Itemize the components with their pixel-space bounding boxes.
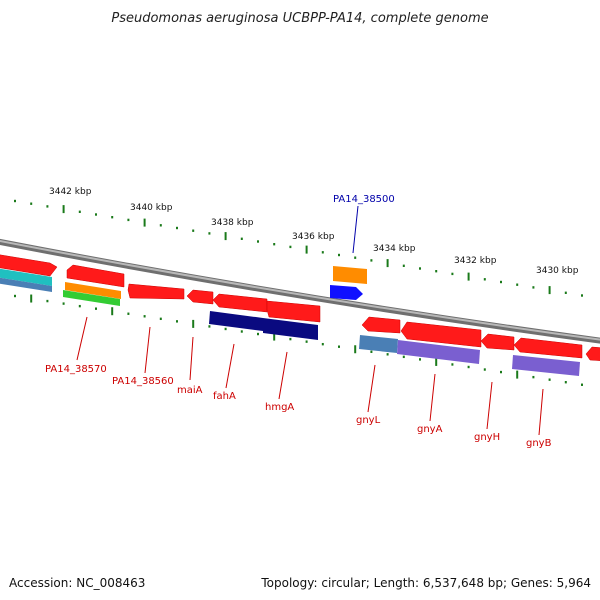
forward-genes (0, 254, 367, 306)
gene-label-gnyA[interactable]: gnyA (417, 424, 443, 435)
gene-label-pa14-38570[interactable]: PA14_38570 (45, 364, 107, 375)
gene-label-pa14-38560[interactable]: PA14_38560 (112, 376, 174, 387)
gene-steel[interactable] (0, 277, 52, 292)
genome-backbone (0, 238, 600, 344)
topology-text: Topology: circular; Length: 6,537,648 bp… (261, 576, 591, 590)
kbp-label-3432: 3432 kbp (454, 256, 497, 266)
gene-red-arrow[interactable] (186, 289, 214, 305)
gene-red-arrow[interactable] (361, 316, 401, 334)
gene-red-arrow[interactable] (212, 293, 268, 313)
gene-steel-gnyL[interactable] (359, 335, 398, 353)
gene-label-pa14-38500[interactable]: PA14_38500 (333, 194, 395, 205)
kbp-label-3440: 3440 kbp (130, 203, 173, 213)
genome-title: Pseudomonas aeruginosa UCBPP-PA14, compl… (111, 11, 488, 26)
gene-red-arrow[interactable] (66, 264, 125, 288)
leader-hmgA (278, 351, 288, 400)
gene-violet-gnyB[interactable] (512, 355, 580, 376)
gene-label-gnyH[interactable]: gnyH (474, 432, 500, 443)
gene-red-arrow[interactable] (127, 283, 185, 300)
gene-blue-pa14-38500[interactable] (330, 285, 363, 300)
kbp-labels: 3442 kbp 3440 kbp 3438 kbp 3436 kbp 3434… (49, 187, 579, 276)
gene-red-arrow[interactable] (400, 321, 482, 348)
kbp-scale-ticks (14, 199, 583, 297)
gene-red-arrow[interactable] (0, 254, 58, 277)
gene-green[interactable] (63, 290, 120, 306)
gene-label-maiA[interactable]: maiA (177, 385, 203, 396)
kbp-label-3438: 3438 kbp (211, 218, 254, 228)
inner-scale-ticks (14, 294, 583, 386)
leader-gnyA (429, 373, 436, 422)
gene-orange[interactable] (65, 282, 121, 299)
gene-red-arrow[interactable] (513, 337, 583, 359)
leader-maiA (189, 336, 194, 381)
gene-red-arrow[interactable] (585, 346, 600, 361)
leader-pa14-38500 (352, 205, 359, 254)
gene-label-hmgA[interactable]: hmgA (265, 402, 294, 413)
kbp-label-3430: 3430 kbp (536, 266, 579, 276)
gene-red-arrow[interactable] (480, 333, 515, 351)
gene-violet-gnyA[interactable] (397, 340, 480, 364)
gene-red-arrow[interactable] (266, 300, 321, 323)
accession-text: Accession: NC_008463 (9, 576, 146, 590)
kbp-label-3436: 3436 kbp (292, 232, 335, 242)
gene-teal[interactable] (0, 268, 52, 286)
leader-gnyL (367, 364, 376, 413)
gene-navy-fahA[interactable] (209, 311, 263, 331)
leader-pa14-38560 (144, 326, 151, 374)
reverse-genes (127, 283, 600, 376)
label-leaders (76, 205, 544, 436)
kbp-label-3442: 3442 kbp (49, 187, 92, 197)
leader-gnyB (538, 388, 544, 436)
gene-label-gnyL[interactable]: gnyL (356, 415, 381, 426)
leader-fahA (225, 343, 235, 389)
leader-pa14-38570 (76, 316, 88, 361)
gene-orange-pa14-38500[interactable] (333, 266, 367, 284)
gene-label-fahA[interactable]: fahA (213, 391, 236, 402)
leader-gnyH (486, 381, 493, 430)
gene-navy-hmgA[interactable] (263, 318, 318, 340)
kbp-label-3434: 3434 kbp (373, 244, 416, 254)
gene-labels: PA14_38500 PA14_38570 PA14_38560 maiA fa… (45, 194, 552, 449)
gene-label-gnyB[interactable]: gnyB (526, 438, 552, 449)
